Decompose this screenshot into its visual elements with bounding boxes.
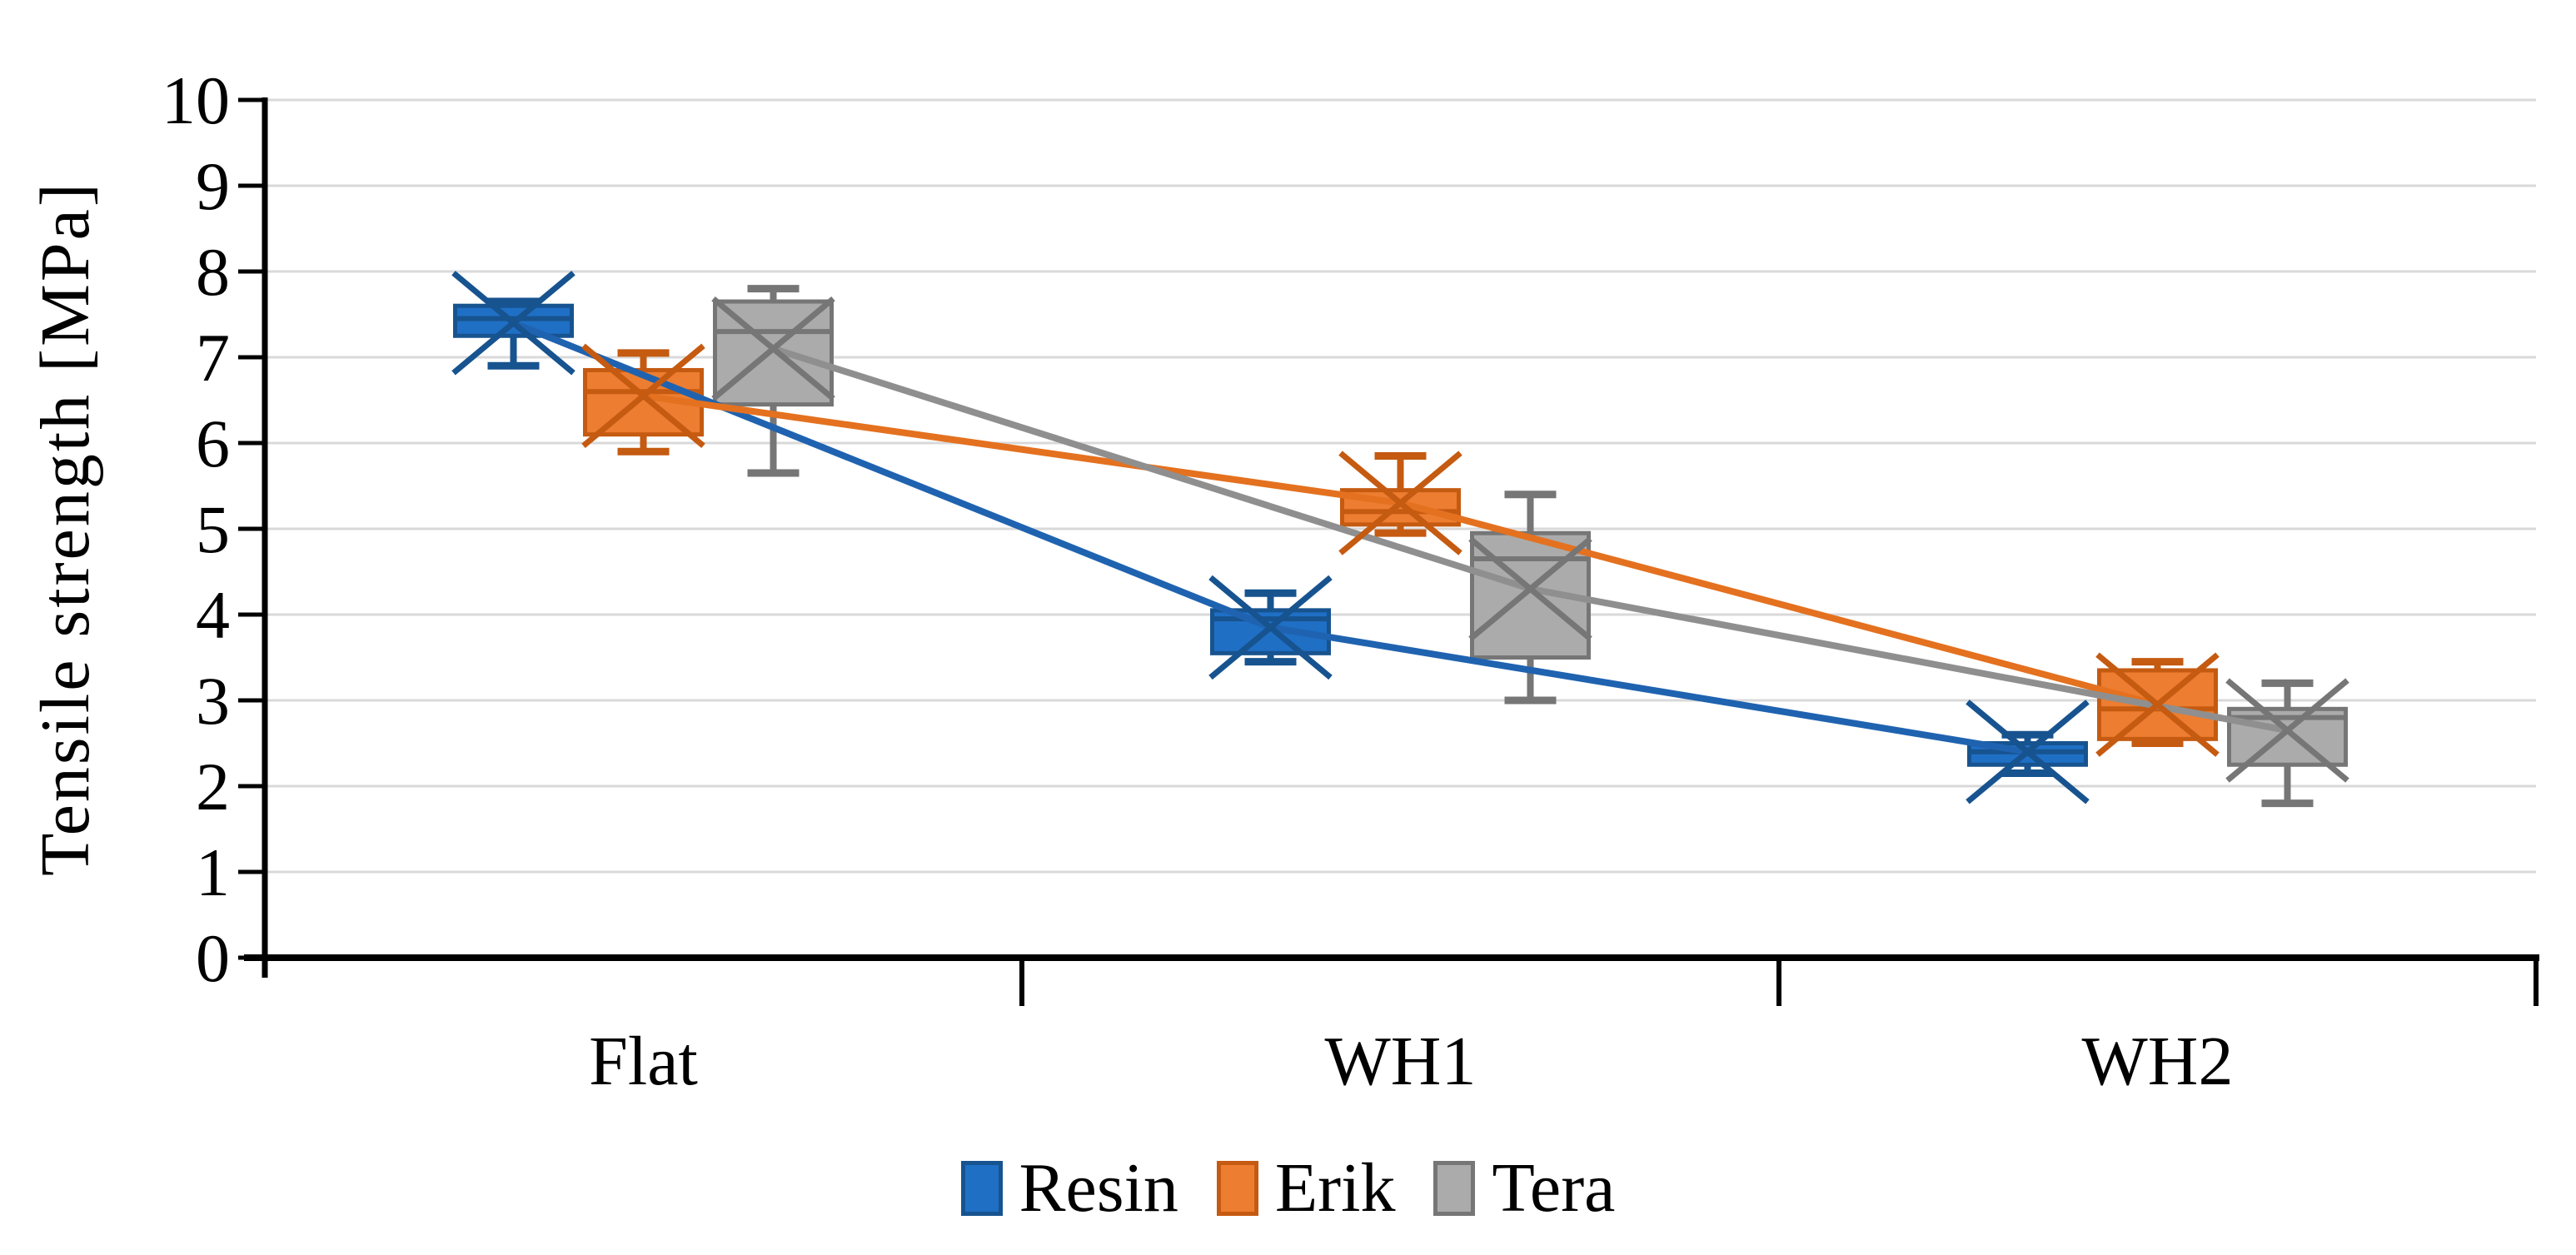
mean-marker-resin-wh2 (1966, 700, 2090, 804)
y-tick-label: 0 (196, 920, 230, 996)
y-tick-label: 2 (196, 749, 230, 824)
legend-item-tera: Tera (1433, 1153, 1615, 1223)
legend-swatch-resin (960, 1161, 1003, 1216)
mean-marker-erik-flat (581, 343, 705, 449)
category-label-wh1: WH1 (1325, 1023, 1477, 1100)
mean-marker-erik-wh1 (1338, 451, 1462, 555)
mean-marker-resin-wh1 (1208, 575, 1333, 680)
y-tick-label: 6 (196, 406, 230, 481)
category-label-wh2: WH2 (2082, 1023, 2234, 1100)
legend-item-resin: Resin (960, 1149, 1178, 1227)
legend-swatch-tera (1433, 1161, 1476, 1216)
legend-label-tera: Tera (1492, 1149, 1616, 1227)
y-axis-title: Tensile strength [MPa] (7, 98, 123, 958)
box-erik-wh1 (1340, 488, 1461, 527)
y-tick-label: 1 (196, 834, 230, 910)
y-axis-title-text: Tensile strength [MPa] (26, 180, 104, 876)
legend-label-resin: Resin (1019, 1149, 1178, 1227)
legend: Resin Erik Tera (0, 1151, 2576, 1226)
y-tick-label: 3 (196, 663, 230, 739)
mean-marker-erik-wh2 (2095, 652, 2220, 757)
y-tick-label: 5 (196, 491, 230, 567)
y-tick-label: 7 (196, 320, 230, 396)
y-tick-label: 10 (162, 62, 230, 138)
legend-item-erik: Erik (1216, 1149, 1396, 1227)
mean-marker-tera-flat (711, 296, 835, 401)
category-label-flat: Flat (589, 1023, 698, 1100)
mean-marker-tera-wh2 (2225, 678, 2349, 783)
y-tick-label: 9 (196, 148, 230, 224)
mean-marker-resin-flat (451, 271, 575, 376)
y-tick-label: 8 (196, 234, 230, 310)
y-tick-label: 4 (196, 577, 230, 653)
mean-marker-tera-wh1 (1468, 536, 1592, 641)
legend-label-erik: Erik (1274, 1149, 1396, 1227)
legend-swatch-erik (1216, 1161, 1258, 1216)
